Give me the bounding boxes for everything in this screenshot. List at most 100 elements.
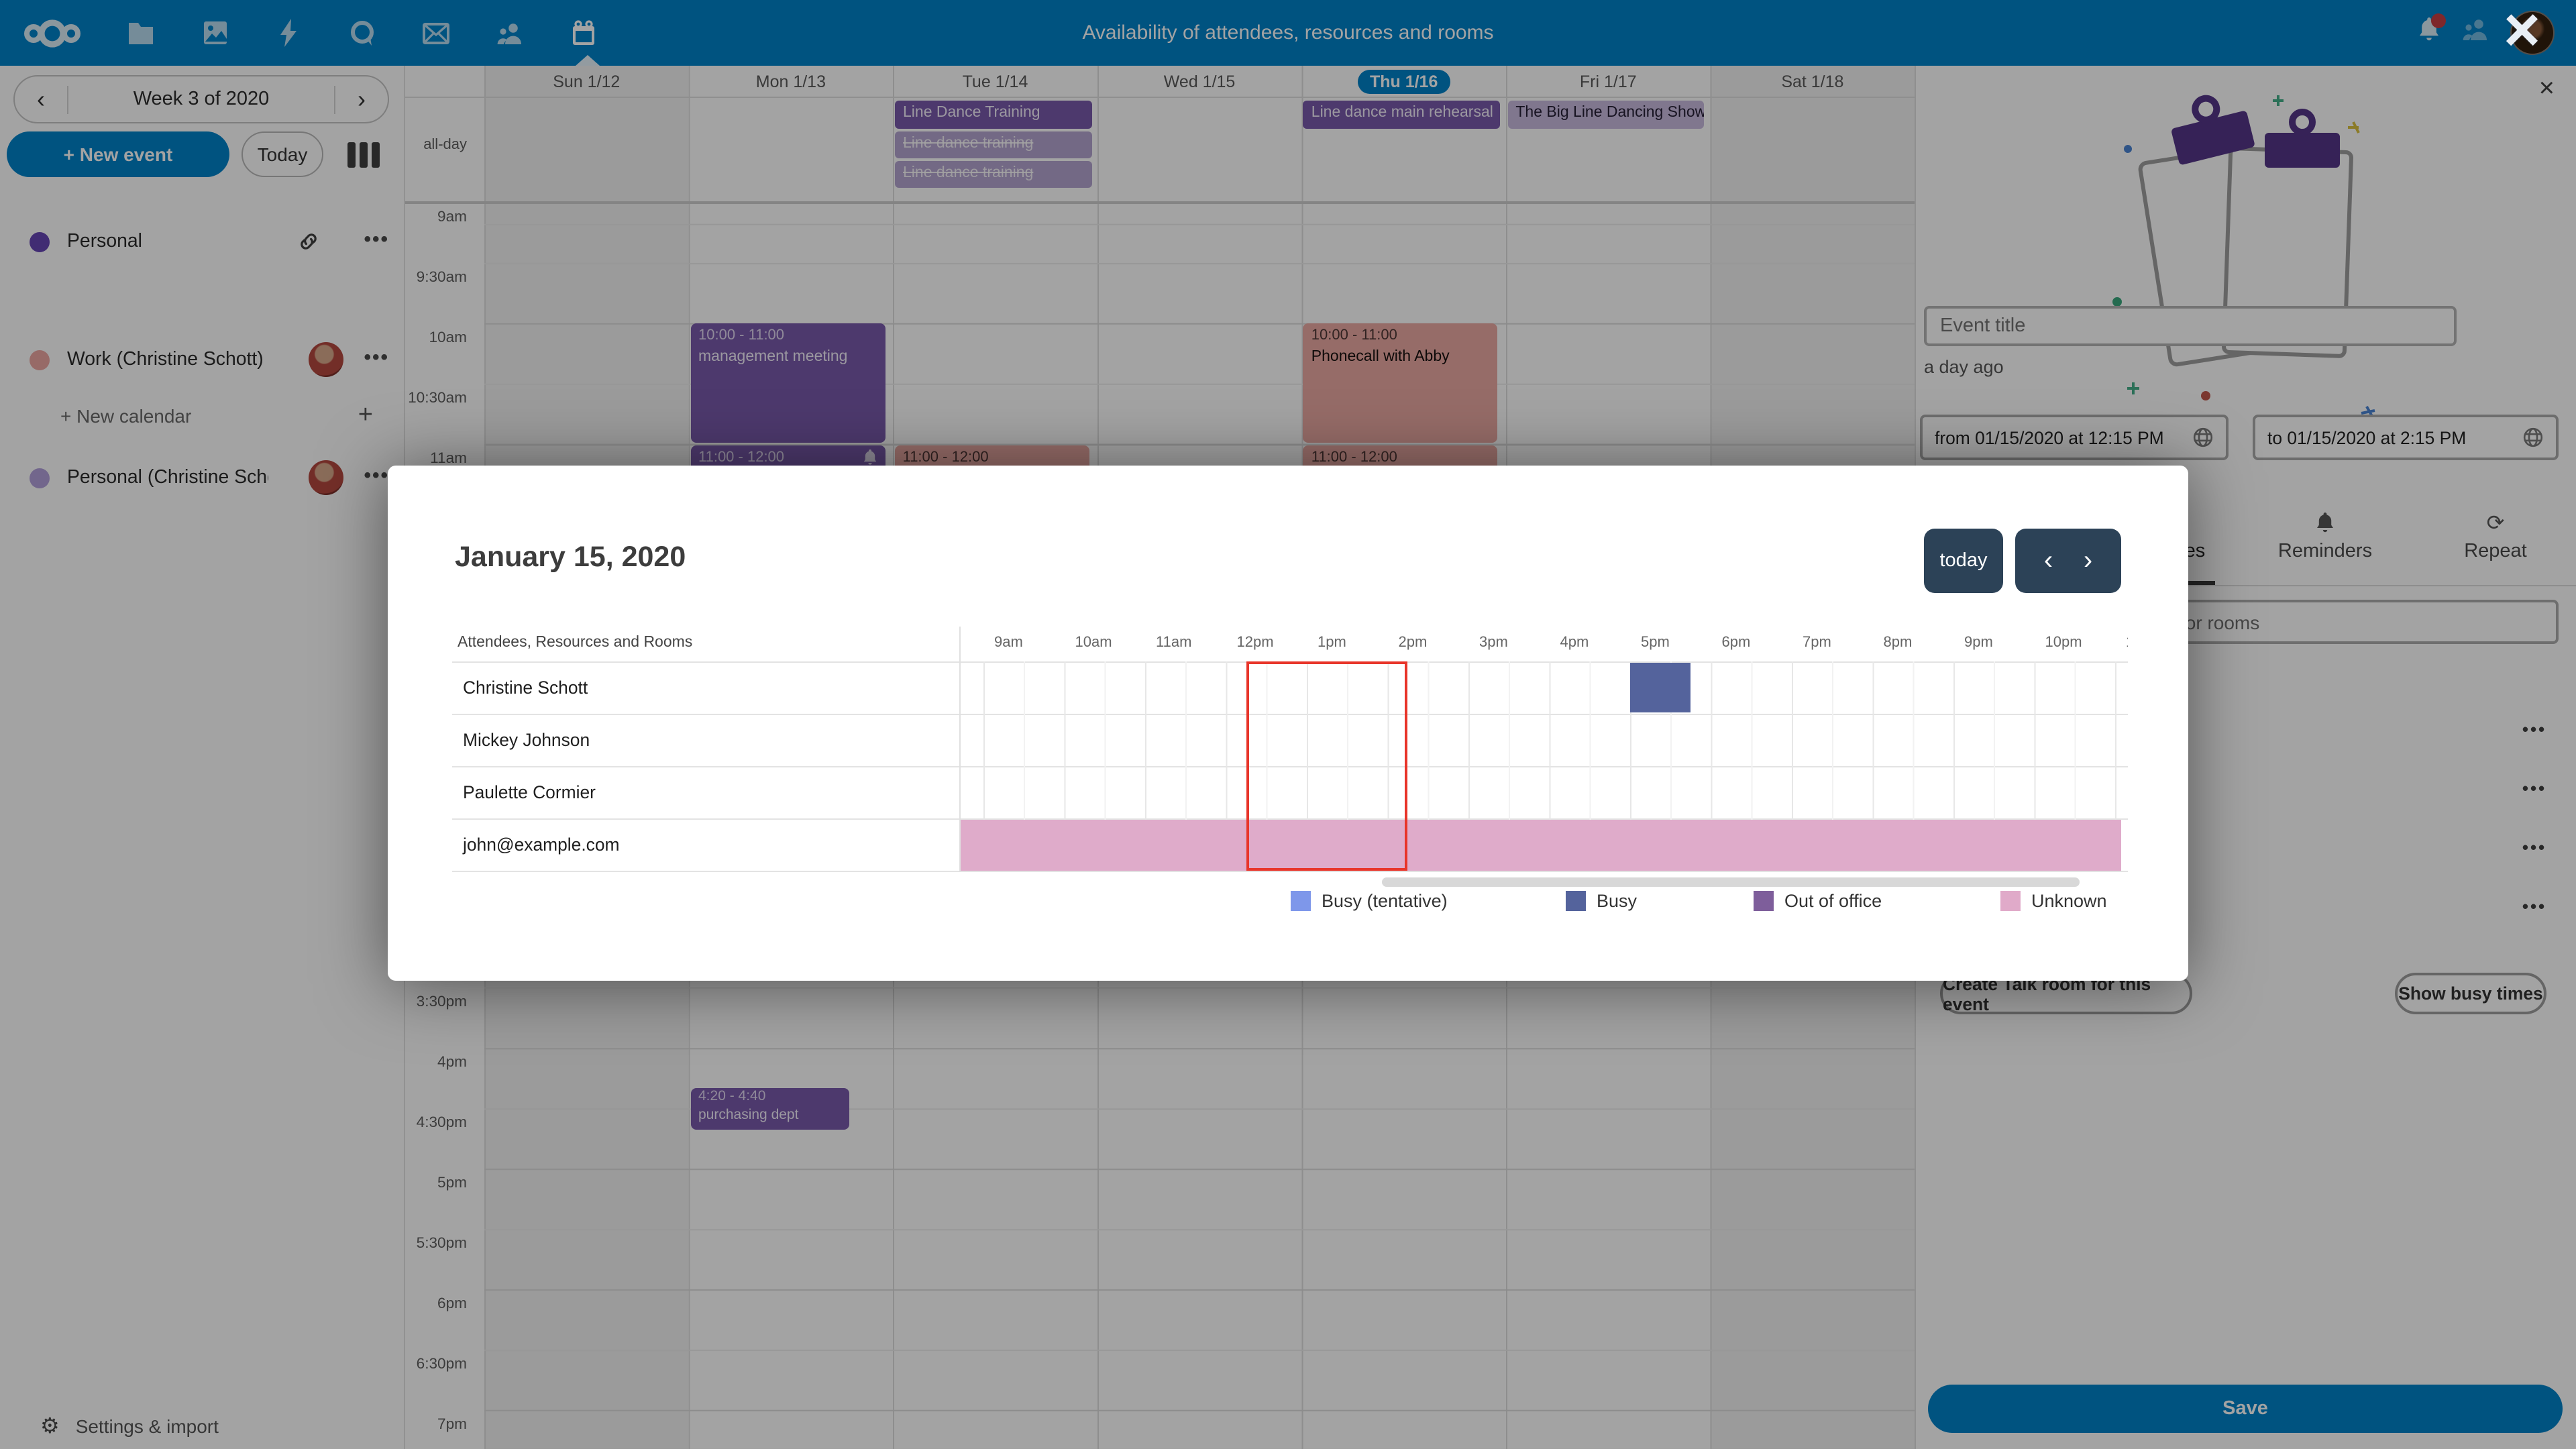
attendee-names: Christine Schott Mickey Johnson Paulette C…: [452, 661, 958, 871]
nextcloud-logo-icon[interactable]: [21, 17, 83, 49]
time-label: 6pm: [437, 1296, 467, 1312]
calendar-name: Personal (Christine Scho…): [67, 467, 268, 488]
topbar-actions: [2418, 0, 2555, 66]
availability-block: [960, 820, 2121, 871]
calendar-menu-button[interactable]: •••: [364, 346, 389, 369]
allday-event[interactable]: Line dance training: [895, 161, 1092, 188]
files-icon[interactable]: [125, 17, 157, 49]
legend-swatch: [1566, 891, 1586, 911]
attendee-menu-button[interactable]: •••: [2522, 837, 2547, 857]
hour-label: 10am: [1075, 635, 1112, 651]
time-label: 10am: [429, 330, 467, 346]
repeat-icon: ⟳: [2486, 513, 2505, 535]
legend-swatch: [1291, 891, 1311, 911]
hour-label: 7pm: [1803, 635, 1831, 651]
allday-event[interactable]: Line dance main rehearsal: [1303, 101, 1501, 129]
time-label: 11am: [430, 451, 467, 467]
day-header[interactable]: Sun 1/12: [553, 72, 621, 91]
user-avatar[interactable]: [2510, 11, 2555, 55]
calendar-event[interactable]: 4:20 - 4:40 purchasing dept: [690, 1088, 849, 1130]
legend-label: Unknown: [2031, 891, 2107, 911]
new-calendar-button[interactable]: + New calendar +: [0, 389, 405, 443]
hour-label: 10pm: [2045, 635, 2082, 651]
calendar-event[interactable]: 10:00 - 11:00 Phonecall with Abby: [1303, 323, 1498, 443]
activity-icon[interactable]: [272, 17, 305, 49]
attendee-menu-button[interactable]: •••: [2522, 896, 2547, 916]
calendar-color-dot: [30, 468, 50, 488]
start-datetime-button[interactable]: from 01/15/2020 at 12:15 PM: [1920, 415, 2229, 460]
new-calendar-label: + New calendar: [60, 405, 192, 427]
hour-label: 5pm: [1641, 635, 1670, 651]
allday-event[interactable]: The Big Line Dancing Show: [1507, 101, 1704, 129]
start-datetime-label: from 01/15/2020 at 12:15 PM: [1935, 427, 2164, 447]
hour-label: 4pm: [1560, 635, 1589, 651]
show-busy-times-button[interactable]: Show busy times: [2395, 973, 2546, 1014]
previous-week-button[interactable]: ‹: [15, 85, 68, 113]
mail-icon[interactable]: [420, 17, 452, 49]
day-header[interactable]: Mon 1/13: [755, 72, 826, 91]
calendar-name: Personal: [67, 231, 142, 252]
alarm-bell-icon: [863, 449, 876, 465]
day-header[interactable]: Sat 1/18: [1781, 72, 1844, 91]
allday-event[interactable]: Line Dance Training: [895, 101, 1092, 129]
hour-label: 6pm: [1721, 635, 1751, 651]
time-label: 5:30pm: [416, 1236, 467, 1252]
tab-reminders[interactable]: Reminders: [2258, 506, 2392, 585]
calendar-list-item[interactable]: Personal •••: [0, 212, 405, 271]
modal-today-button[interactable]: today: [1924, 529, 2003, 593]
calendar-menu-button[interactable]: •••: [364, 228, 389, 251]
share-link-icon[interactable]: [298, 231, 319, 259]
timeline-scrollbar[interactable]: [1382, 877, 2080, 887]
save-button[interactable]: Save: [1928, 1385, 2563, 1433]
new-event-button[interactable]: + New event: [7, 131, 229, 177]
day-header[interactable]: Tue 1/14: [962, 72, 1028, 91]
calendar-list-item[interactable]: Work (Christine Schott) •••: [0, 330, 405, 389]
calendar-list-item[interactable]: Personal (Christine Scho…) •••: [0, 448, 405, 507]
calendar-icon[interactable]: [568, 17, 600, 49]
settings-import-button[interactable]: ⚙ Settings & import: [0, 1405, 405, 1448]
calendar-event[interactable]: 10:00 - 11:00 management meeting: [690, 323, 885, 443]
tab-repeat[interactable]: ⟳ Repeat: [2428, 506, 2563, 585]
time-label: 4:30pm: [416, 1115, 467, 1131]
previous-day-button[interactable]: ‹: [2043, 546, 2053, 576]
week-view-icon[interactable]: [347, 142, 380, 168]
plus-icon: +: [358, 401, 373, 429]
event-title-input[interactable]: [1924, 306, 2457, 346]
attendee-name: john@example.com: [463, 835, 620, 855]
selected-timespan-outline[interactable]: [1246, 661, 1408, 871]
legend-label: Busy: [1597, 891, 1638, 911]
attendees-column-header: Attendees, Resources and Rooms: [458, 635, 693, 651]
app-navigation: [21, 0, 641, 66]
allday-event[interactable]: Line dance training: [895, 131, 1092, 158]
attendee-menu-button[interactable]: •••: [2522, 778, 2547, 798]
contacts-menu-icon[interactable]: [2462, 17, 2489, 48]
talk-icon[interactable]: [346, 17, 378, 49]
next-day-button[interactable]: ›: [2083, 546, 2093, 576]
contacts-icon[interactable]: [494, 17, 526, 49]
week-label[interactable]: Week 3 of 2020: [133, 89, 270, 110]
calendar-color-dot: [30, 231, 50, 252]
hour-label: 2pm: [1398, 635, 1428, 651]
photos-icon[interactable]: [199, 17, 231, 49]
close-icon[interactable]: ×: [2538, 74, 2555, 103]
hour-label: 1pm: [1318, 635, 1346, 651]
hour-label: 8pm: [1883, 635, 1913, 651]
day-header[interactable]: Fri 1/17: [1579, 72, 1637, 91]
today-button[interactable]: Today: [241, 131, 323, 177]
globe-icon: [2523, 427, 2543, 447]
hour-label: 9pm: [1964, 635, 1993, 651]
notifications-bell-icon[interactable]: [2418, 13, 2446, 49]
end-datetime-button[interactable]: to 01/15/2020 at 2:15 PM: [2253, 415, 2559, 460]
calendar-menu-button[interactable]: •••: [364, 464, 389, 487]
next-week-button[interactable]: ›: [334, 85, 388, 113]
day-header[interactable]: Thu 1/16: [1301, 66, 1506, 98]
legend-swatch: [1754, 891, 1774, 911]
legend-item: Busy: [1566, 891, 1637, 911]
hour-label: 11pm: [2121, 635, 2128, 651]
attendee-menu-button[interactable]: •••: [2522, 719, 2547, 739]
clipboards-illustration: [2112, 95, 2393, 419]
legend-swatch: [2000, 891, 2021, 911]
day-header[interactable]: Wed 1/15: [1163, 72, 1236, 91]
legend-item: Unknown: [2000, 891, 2107, 911]
